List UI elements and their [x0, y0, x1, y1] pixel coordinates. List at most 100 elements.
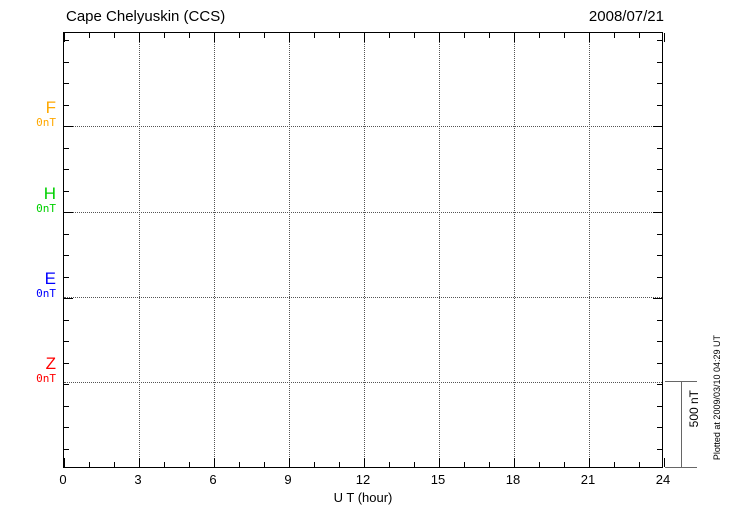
- x-tick-top: [314, 33, 315, 38]
- x-tick-top: [139, 33, 140, 42]
- x-tick-bottom: [264, 462, 265, 467]
- component-name-f: F: [45, 98, 56, 117]
- x-tick-top: [214, 33, 215, 42]
- y-tick-left: [64, 320, 69, 321]
- y-tick-left: [64, 83, 69, 84]
- component-label-h: H 0nT: [4, 185, 56, 215]
- x-tick-bottom: [214, 458, 215, 467]
- component-baseline-h: 0nT: [36, 202, 56, 215]
- scale-bar-stem: [681, 381, 682, 468]
- y-tick-right: [657, 363, 662, 364]
- y-tick-right: [657, 341, 662, 342]
- x-tick-bottom: [239, 462, 240, 467]
- x-tick-bottom: [289, 458, 290, 467]
- y-tick-left: [64, 255, 69, 256]
- baseline-gridline-h: [64, 212, 662, 213]
- x-tick-top: [89, 33, 90, 38]
- x-tick-label: 24: [655, 472, 671, 487]
- x-tick-top: [589, 33, 590, 42]
- x-tick-bottom: [539, 462, 540, 467]
- x-tick-bottom: [339, 462, 340, 467]
- x-tick-bottom: [489, 462, 490, 467]
- x-tick-top: [264, 33, 265, 38]
- component-name-z: Z: [45, 354, 56, 373]
- y-tick-right: [657, 427, 662, 428]
- gridline-vertical: [139, 33, 140, 467]
- x-tick-bottom: [189, 462, 190, 467]
- y-tick-left: [64, 427, 69, 428]
- y-tick-right: [657, 320, 662, 321]
- observation-date: 2008/07/21: [588, 8, 664, 25]
- y-tick-right: [657, 62, 662, 63]
- x-tick-bottom: [639, 462, 640, 467]
- x-tick-bottom: [464, 462, 465, 467]
- y-tick-right: [657, 406, 662, 407]
- x-tick-label: 6: [209, 472, 217, 487]
- y-tick-left: [64, 363, 69, 364]
- x-tick-top: [189, 33, 190, 38]
- y-tick-right: [657, 384, 662, 385]
- gridline-vertical: [214, 33, 215, 467]
- y-tick-left: [64, 148, 69, 149]
- x-tick-bottom: [439, 458, 440, 467]
- x-tick-top: [239, 33, 240, 38]
- x-tick-top: [364, 33, 365, 42]
- x-tick-label: 12: [355, 472, 371, 487]
- y-tick-left: [64, 191, 69, 192]
- y-tick-left: [64, 62, 69, 63]
- y-tick-right: [657, 234, 662, 235]
- x-tick-bottom: [664, 458, 665, 467]
- y-tick-right: [653, 298, 662, 299]
- y-tick-right: [657, 40, 662, 41]
- x-tick-bottom: [364, 458, 365, 467]
- plot-area: [63, 32, 665, 468]
- x-tick-bottom: [139, 458, 140, 467]
- scale-bar-label: 500 nT: [687, 390, 701, 428]
- x-tick-bottom: [614, 462, 615, 467]
- x-tick-top: [339, 33, 340, 38]
- x-tick-top: [564, 33, 565, 38]
- component-name-e: E: [44, 269, 56, 288]
- y-tick-left: [64, 40, 69, 41]
- x-tick-top: [464, 33, 465, 38]
- y-tick-left: [64, 105, 69, 106]
- y-tick-left: [64, 169, 69, 170]
- scale-bar-cap-bottom: [665, 467, 697, 468]
- y-tick-right: [657, 148, 662, 149]
- x-axis-title: U T (hour): [333, 490, 393, 505]
- page-title: Cape Chelyuskin (CCS): [66, 8, 226, 25]
- x-tick-bottom: [564, 462, 565, 467]
- component-baseline-z: 0nT: [36, 372, 56, 385]
- x-tick-top: [164, 33, 165, 38]
- x-tick-bottom: [514, 458, 515, 467]
- x-tick-top: [414, 33, 415, 38]
- x-tick-top: [64, 33, 65, 42]
- y-tick-right: [657, 277, 662, 278]
- y-tick-left: [64, 212, 73, 213]
- x-tick-top: [289, 33, 290, 42]
- x-tick-top: [389, 33, 390, 38]
- y-tick-left: [64, 449, 69, 450]
- component-name-h: H: [43, 184, 56, 203]
- x-tick-bottom: [89, 462, 90, 467]
- y-tick-right: [657, 105, 662, 106]
- component-baseline-f: 0nT: [36, 116, 56, 129]
- x-tick-label: 0: [59, 472, 67, 487]
- gridline-vertical: [589, 33, 590, 467]
- baseline-gridline-z: [64, 382, 662, 383]
- x-tick-label: 9: [284, 472, 292, 487]
- x-tick-top: [439, 33, 440, 42]
- x-tick-label: 18: [505, 472, 521, 487]
- y-tick-left: [64, 298, 73, 299]
- component-baseline-e: 0nT: [36, 287, 56, 300]
- x-tick-bottom: [589, 458, 590, 467]
- baseline-gridline-e: [64, 297, 662, 298]
- y-tick-left: [64, 406, 69, 407]
- x-tick-bottom: [164, 462, 165, 467]
- x-tick-bottom: [414, 462, 415, 467]
- scale-bar-cap-top: [665, 381, 697, 382]
- x-tick-top: [664, 33, 665, 42]
- x-tick-top: [539, 33, 540, 38]
- component-label-f: F 0nT: [4, 99, 56, 129]
